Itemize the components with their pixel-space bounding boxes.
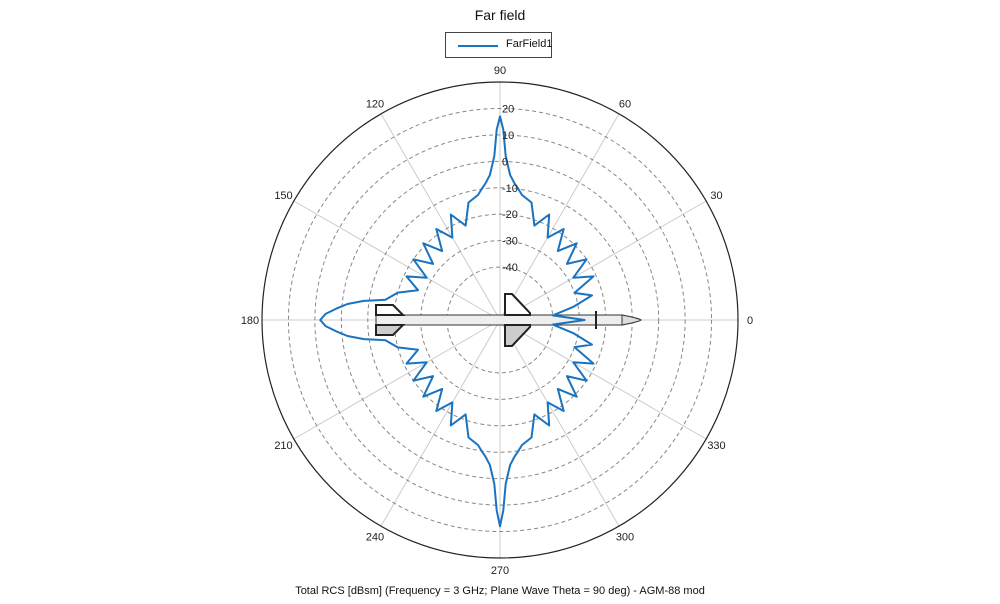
angular-gridline xyxy=(499,113,620,321)
radial-tick-label: 0 xyxy=(502,156,508,168)
angular-tick-label: 60 xyxy=(619,98,631,110)
polar-outer-circle xyxy=(261,81,739,559)
angular-tick-label: 210 xyxy=(274,440,292,452)
series-line-farfield1 xyxy=(319,115,595,528)
missile-nose xyxy=(621,314,642,326)
radial-gridline xyxy=(314,134,686,506)
radial-tick-label: -40 xyxy=(502,262,518,274)
missile-body xyxy=(375,314,642,326)
radial-tick-label: 20 xyxy=(502,103,514,115)
angular-gridline xyxy=(499,319,707,440)
angular-gridline xyxy=(293,319,501,440)
radial-tick-label: 10 xyxy=(502,130,514,142)
missile-top-fin xyxy=(375,304,406,316)
missile-drawing xyxy=(375,293,642,347)
angular-tick-label: 330 xyxy=(707,440,725,452)
angular-tick-label: 270 xyxy=(491,565,509,577)
legend-label: FarField1 xyxy=(506,38,553,50)
series-layer xyxy=(319,115,595,528)
angular-gridline xyxy=(499,319,620,527)
angular-tick-label: 120 xyxy=(366,98,384,110)
angular-tick-label: 300 xyxy=(616,532,634,544)
legend: FarField1 xyxy=(445,32,552,58)
radial-gridline xyxy=(287,107,713,533)
chart-caption: Total RCS [dBsm] (Frequency = 3 GHz; Pla… xyxy=(295,585,705,597)
radial-tick-label: -10 xyxy=(502,183,518,195)
angular-tick-label: 30 xyxy=(710,190,722,202)
legend-line-swatch xyxy=(458,45,498,47)
radial-gridline xyxy=(340,160,660,480)
radial-tick-label: -30 xyxy=(502,236,518,248)
axis-labels: 0 30 60 90 120 150 180 210 240 270 300 330 -40 -30 -20… xyxy=(241,65,753,577)
missile-bottom-wing xyxy=(504,324,531,347)
radial-tick-label: -20 xyxy=(502,209,518,221)
angular-tick-label: 180 xyxy=(241,315,259,327)
angular-tick-label: 150 xyxy=(274,190,292,202)
angular-gridline xyxy=(293,200,501,321)
angular-tick-label: 0 xyxy=(747,315,753,327)
angular-tick-label: 240 xyxy=(366,532,384,544)
missile-top-wing xyxy=(504,293,531,316)
angular-gridline xyxy=(380,113,501,321)
angular-gridline xyxy=(499,200,707,321)
missile-bottom-fin xyxy=(375,324,406,336)
angular-gridline xyxy=(380,319,501,527)
angular-tick-label: 90 xyxy=(494,65,506,77)
chart-title: Far field xyxy=(474,7,526,23)
